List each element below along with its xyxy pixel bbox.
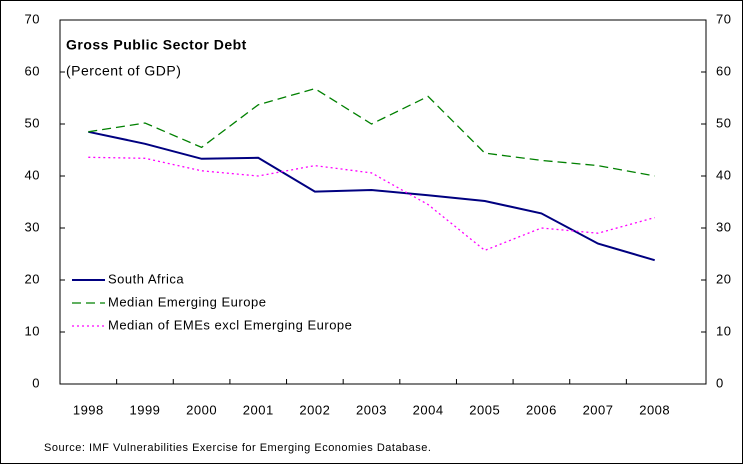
y2-tick-label: 50 — [716, 115, 731, 130]
y2-tick-label: 0 — [716, 375, 724, 390]
y2-tick-label: 30 — [716, 219, 731, 234]
y-tick-label: 60 — [25, 63, 40, 78]
y-tick-label: 20 — [25, 271, 40, 286]
x-tick-label: 2008 — [639, 402, 670, 417]
y-tick-label: 10 — [25, 323, 40, 338]
y2-tick-label: 10 — [716, 323, 731, 338]
legend-label: Median of EMEs excl Emerging Europe — [108, 317, 352, 332]
plot-frame — [59, 19, 707, 385]
y-tick-label: 70 — [25, 11, 40, 26]
legend-label: Median Emerging Europe — [108, 294, 266, 309]
x-tick-label: 1999 — [129, 402, 160, 417]
y2-tick-label: 20 — [716, 271, 731, 286]
y2-tick-label: 70 — [716, 11, 731, 26]
x-tick-label: 2001 — [243, 402, 274, 417]
x-tick-label: 2007 — [583, 402, 614, 417]
y-tick-label: 30 — [25, 219, 40, 234]
series-line — [88, 156, 655, 252]
y2-tick-label: 60 — [716, 63, 731, 78]
x-tick-label: 1998 — [73, 402, 104, 417]
x-tick-label: 2005 — [469, 402, 500, 417]
chart-title: Gross Public Sector Debt — [66, 37, 247, 53]
y2-tick-label: 40 — [716, 167, 731, 182]
y-tick-label: 50 — [25, 115, 40, 130]
x-tick-label: 2000 — [186, 402, 217, 417]
series-line — [88, 130, 655, 262]
x-tick-label: 2003 — [356, 402, 387, 417]
series-line — [88, 87, 655, 177]
x-tick-label: 2006 — [526, 402, 557, 417]
legend-label: South Africa — [108, 271, 184, 286]
chart-subtitle: (Percent of GDP) — [66, 63, 181, 79]
y-tick-label: 0 — [32, 375, 40, 390]
x-tick-label: 2004 — [413, 402, 444, 417]
source-note: Source: IMF Vulnerabilities Exercise for… — [44, 442, 431, 454]
x-tick-label: 2002 — [299, 402, 330, 417]
y-tick-label: 40 — [25, 167, 40, 182]
